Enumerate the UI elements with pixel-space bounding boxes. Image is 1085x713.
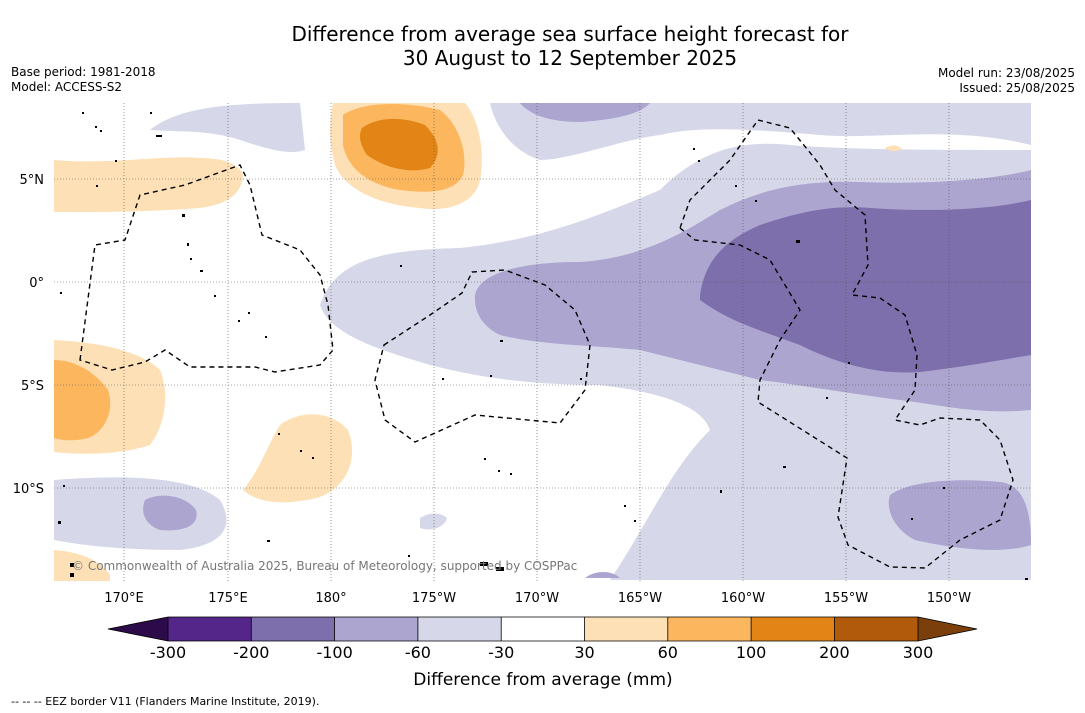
colorbar-swatch: [834, 617, 918, 641]
colorbar-swatch: [417, 617, 502, 641]
band-north-medium: [520, 103, 650, 122]
gridlines: [54, 103, 1031, 581]
colorbar-tick: 100: [736, 643, 767, 662]
model-run: Model run: 23/08/2025: [937, 66, 1075, 80]
islands: [58, 112, 1028, 580]
band-northwest-orange: [54, 157, 243, 212]
colorbar-tick: -30: [488, 643, 514, 662]
band-west-medium-orange: [54, 360, 111, 441]
eez-borders: [79, 119, 1014, 569]
lon-label: 175°W: [412, 591, 456, 606]
lon-label: 170°E: [104, 591, 144, 606]
base-period: Base period: 1981-2018: [11, 65, 156, 79]
title-line-1: Difference from average sea surface heig…: [291, 22, 849, 46]
map-panel: © Commonwealth of Australia 2025, Bureau…: [54, 103, 1031, 581]
longitude-labels: 170°E 175°E 180° 175°W 170°W 165°W 160°W…: [104, 591, 971, 606]
lat-label: 5°N: [20, 173, 45, 188]
title-line-2: 30 August to 12 September 2025: [402, 46, 738, 70]
lon-label: 175°E: [208, 591, 248, 606]
lon-label: 165°W: [618, 591, 662, 606]
colorbar-tick: -200: [233, 643, 269, 662]
meta-left: Base period: 1981-2018 Model: ACCESS-S2: [11, 65, 156, 95]
colorbar-tick: -100: [316, 643, 352, 662]
band-southwest: [54, 477, 227, 550]
eez-legend: -- -- -- EEZ border V11 (Flanders Marine…: [11, 695, 320, 708]
colorbar-tick: -300: [150, 643, 186, 662]
colorbar-swatch: [584, 617, 668, 641]
band-north-center: [490, 103, 1031, 160]
lat-label: 10°S: [13, 482, 44, 497]
meta-right: Model run: 23/08/2025 Issued: 25/08/2025: [938, 66, 1075, 96]
contours-dark-orange: [359, 118, 438, 171]
eez-kiribati-gilbert: [79, 164, 334, 373]
colorbar-swatch: [501, 617, 585, 641]
lon-label: 150°W: [927, 591, 971, 606]
lon-label: 160°W: [721, 591, 765, 606]
colorbar-swatch: [251, 617, 335, 641]
colorbar-tick: 300: [903, 643, 934, 662]
lat-label: 5°S: [21, 379, 44, 394]
lon-label: 180°: [315, 591, 346, 606]
band-south-small: [420, 513, 447, 530]
band-south-medium: [585, 572, 620, 578]
colorbar-swatch: [168, 617, 252, 641]
band-southwest-corner-orange: [54, 550, 110, 581]
band-southwest-medium: [143, 495, 197, 531]
band-southeast-medium: [888, 480, 1031, 550]
colorbar-swatch: [667, 617, 752, 641]
colorbar-tick: -60: [405, 643, 431, 662]
lon-label: 170°W: [515, 591, 559, 606]
colorbar-swatch: [334, 617, 418, 641]
colorbar-extend-high: [918, 617, 977, 641]
contours-dark-purple: [700, 200, 1031, 373]
band-south-orange: [243, 414, 353, 503]
lat-label: 0°: [29, 276, 44, 291]
copyright-notice: © Commonwealth of Australia 2025, Bureau…: [72, 559, 577, 573]
band-small-orange: [885, 145, 902, 152]
model-name: Model: ACCESS-S2: [11, 80, 123, 94]
band-north-west: [150, 103, 305, 152]
colorbar-swatch: [751, 617, 835, 641]
latitude-labels: 5°N 0° 5°S 10°S: [13, 173, 44, 497]
colorbar-extend-low: [108, 617, 168, 641]
colorbar-tick: 200: [819, 643, 850, 662]
colorbar-label: Difference from average (mm): [413, 670, 672, 690]
colorbar: -300 -200 -100 -60 -30 30 60 100 200 300…: [107, 616, 978, 690]
colorbar-tick: 60: [658, 643, 678, 662]
lon-label: 155°W: [824, 591, 868, 606]
map-title: Difference from average sea surface heig…: [0, 22, 1085, 70]
issued-date: Issued: 25/08/2025: [959, 81, 1075, 95]
eez-phoenix: [374, 269, 591, 443]
eez-line-islands: [679, 119, 1014, 569]
colorbar-tick: 30: [574, 643, 594, 662]
